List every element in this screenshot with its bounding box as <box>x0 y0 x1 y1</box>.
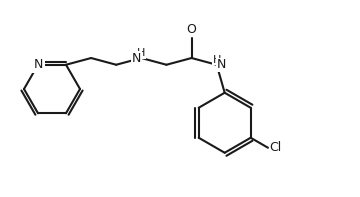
Text: H: H <box>137 48 145 58</box>
Text: Cl: Cl <box>269 141 281 154</box>
Text: O: O <box>186 23 197 36</box>
Text: N: N <box>217 58 226 71</box>
Text: H: H <box>212 55 221 65</box>
Text: N: N <box>132 52 141 65</box>
Text: N: N <box>33 58 43 71</box>
